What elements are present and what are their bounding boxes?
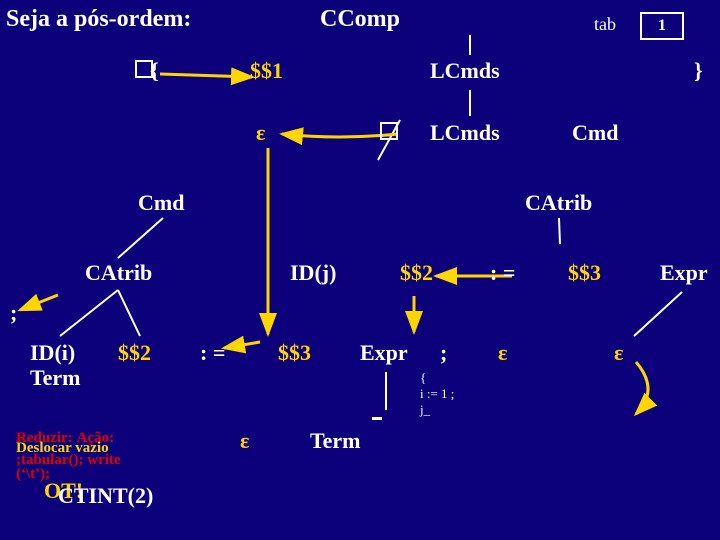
lbrace-box — [135, 60, 153, 78]
rbrace-node: } — [694, 58, 703, 84]
cursor-underline — [372, 400, 382, 420]
catrib-left-node: CAtrib — [85, 260, 152, 286]
ctint-node: CTINT(2) — [58, 483, 153, 509]
assign-right-node: : = — [490, 260, 515, 286]
code-snippet: { i := 1 ; j_ — [420, 370, 454, 418]
expr-left-node: Expr — [360, 340, 408, 366]
eps2-node: ε — [498, 340, 507, 366]
idj-node: ID(j) — [290, 260, 336, 286]
term2-node: Term — [310, 428, 361, 454]
cmd-right-node: Cmd — [572, 120, 618, 146]
act1-node: $$1 — [250, 58, 283, 84]
semi-node: ; — [10, 300, 17, 326]
eps3-node: ε — [614, 340, 623, 366]
status-block: Reduzir: Ação: Deslocar vazio ;tabular()… — [16, 430, 121, 482]
cmd-left-node: Cmd — [138, 190, 184, 216]
term-node: Term — [30, 365, 81, 391]
root-node: CComp — [320, 6, 400, 33]
act2r-node: $$2 — [400, 260, 433, 286]
act2l-node: $$2 — [118, 340, 151, 366]
tab-value-box: 1 — [640, 12, 684, 40]
act3r-node: $$3 — [568, 260, 601, 286]
lcmds2-box — [380, 122, 398, 140]
title: Seja a pós-ordem: — [6, 6, 191, 33]
eps1-node: ε — [256, 120, 265, 146]
lcmds1-node: LCmds — [430, 58, 500, 84]
lcmds2-node: LCmds — [430, 120, 500, 146]
assign-left-node: : = — [200, 340, 225, 366]
expr-right-node: Expr — [660, 260, 708, 286]
semi2-node: ; — [440, 340, 447, 366]
act3l-node: $$3 — [278, 340, 311, 366]
eps4-node: ε — [240, 428, 249, 454]
tab-label: tab — [594, 14, 616, 35]
catrib-right-node: CAtrib — [525, 190, 592, 216]
idi-node: ID(i) — [30, 340, 75, 366]
